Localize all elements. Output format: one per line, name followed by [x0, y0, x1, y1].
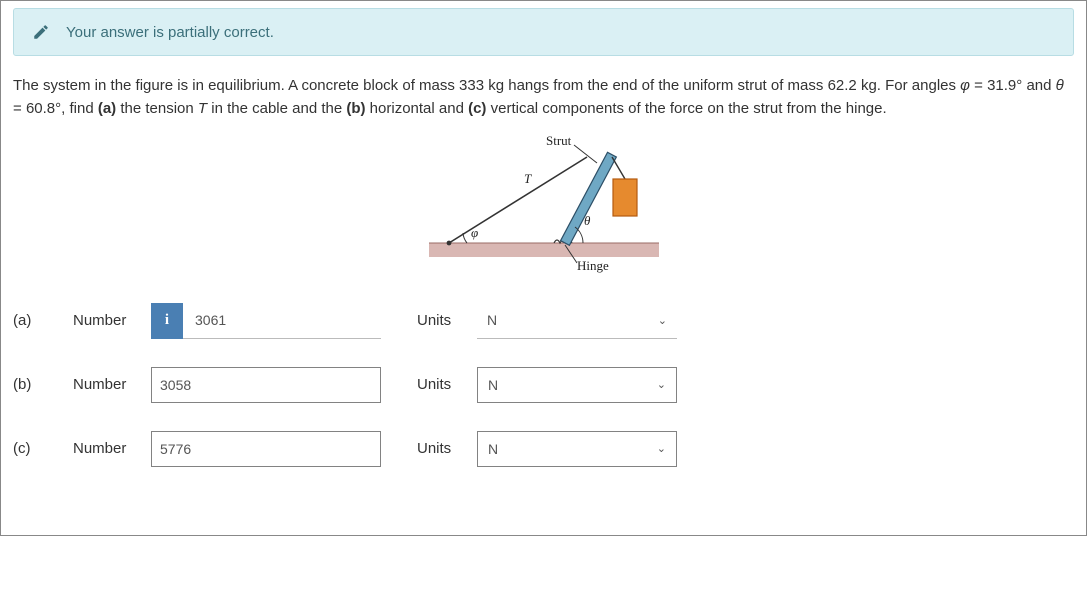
- number-label: Number: [73, 312, 151, 329]
- block-rope: [612, 157, 625, 179]
- units-select-c[interactable]: N ⌄: [477, 431, 677, 467]
- number-input-a[interactable]: i 3061: [151, 303, 381, 339]
- units-label: Units: [417, 440, 477, 457]
- units-value: N: [488, 377, 498, 393]
- label-T: T: [524, 171, 532, 186]
- answer-row-b: (b) Number 3058 Units N ⌄: [13, 367, 1074, 403]
- number-label: Number: [73, 440, 151, 457]
- chevron-down-icon: ⌄: [658, 314, 667, 327]
- part-label: (c): [13, 440, 73, 457]
- chevron-down-icon: ⌄: [657, 378, 666, 391]
- info-icon[interactable]: i: [151, 303, 183, 339]
- pencil-icon: [32, 23, 50, 41]
- part-label: (b): [13, 376, 73, 393]
- label-hinge: Hinge: [577, 258, 609, 273]
- number-input-b[interactable]: 3058: [151, 367, 381, 403]
- feedback-message: Your answer is partially correct.: [66, 24, 274, 41]
- units-label: Units: [417, 312, 477, 329]
- feedback-banner: Your answer is partially correct.: [13, 8, 1074, 56]
- units-value: N: [487, 312, 497, 328]
- label-theta: θ: [584, 213, 591, 228]
- figure-wrap: Strut T φ θ Hinge: [13, 135, 1074, 275]
- strut: [560, 152, 616, 245]
- chevron-down-icon: ⌄: [657, 442, 666, 455]
- number-value: 3058: [160, 377, 191, 393]
- part-label: (a): [13, 312, 73, 329]
- problem-statement: The system in the figure is in equilibri…: [13, 74, 1074, 121]
- block: [613, 179, 637, 216]
- figure-diagram: Strut T φ θ Hinge: [429, 135, 659, 275]
- question-container: Your answer is partially correct. The sy…: [0, 0, 1087, 536]
- strut-leader: [574, 145, 597, 163]
- label-phi: φ: [471, 225, 478, 240]
- units-label: Units: [417, 376, 477, 393]
- units-value: N: [488, 441, 498, 457]
- number-value[interactable]: 3061: [183, 303, 381, 339]
- answer-row-a: (a) Number i 3061 Units N ⌄: [13, 303, 1074, 339]
- answer-row-c: (c) Number 5776 Units N ⌄: [13, 431, 1074, 467]
- ground: [429, 243, 659, 257]
- units-select-b[interactable]: N ⌄: [477, 367, 677, 403]
- number-label: Number: [73, 376, 151, 393]
- label-strut: Strut: [546, 135, 572, 148]
- number-value: 5776: [160, 441, 191, 457]
- cable-anchor: [446, 240, 451, 245]
- number-input-c[interactable]: 5776: [151, 431, 381, 467]
- units-select-a[interactable]: N ⌄: [477, 303, 677, 339]
- phi-arc: [463, 233, 467, 243]
